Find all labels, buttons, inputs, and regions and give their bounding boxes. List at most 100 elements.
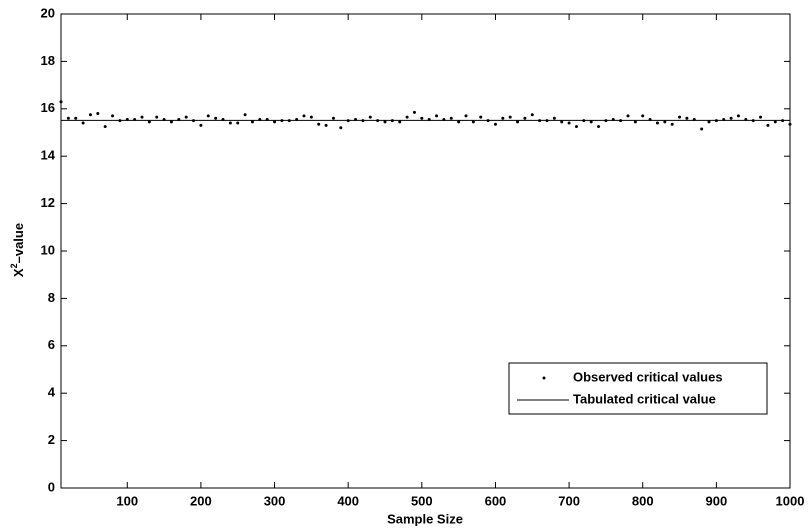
data-point (736, 114, 740, 118)
data-point (354, 117, 358, 121)
data-point (655, 121, 659, 125)
data-point (538, 119, 542, 123)
legend-box (508, 362, 768, 415)
data-point (751, 119, 755, 123)
y-axis-label: X2–value (9, 223, 26, 277)
data-point (604, 119, 608, 123)
legend-label: Observed critical values (573, 369, 723, 384)
data-point (243, 113, 247, 117)
data-point (552, 116, 556, 120)
data-point (486, 119, 490, 123)
data-point (501, 116, 505, 120)
y-tick-label: 16 (41, 100, 55, 115)
data-point (376, 119, 380, 123)
data-point (619, 119, 623, 123)
data-point (574, 125, 578, 129)
data-point (516, 120, 520, 124)
data-point (81, 121, 85, 125)
data-point (59, 100, 63, 104)
y-tick-label: 20 (41, 5, 55, 20)
data-point (118, 119, 122, 123)
y-label-rest: –value (11, 223, 26, 263)
data-point (479, 115, 483, 119)
data-point (162, 117, 166, 121)
data-point (678, 115, 682, 119)
data-point (641, 114, 645, 118)
data-point (236, 121, 240, 125)
data-point (457, 120, 461, 124)
legend-label: Tabulated critical value (573, 391, 716, 406)
data-point (530, 113, 534, 117)
y-tick-label: 6 (48, 337, 55, 352)
data-point (427, 117, 431, 121)
data-point (133, 117, 137, 121)
data-point (435, 114, 439, 118)
data-point (265, 117, 269, 121)
data-point (346, 119, 350, 123)
x-tick-label: 800 (632, 493, 654, 508)
x-tick-label: 700 (558, 493, 580, 508)
y-tick-label: 2 (48, 432, 55, 447)
data-point (331, 116, 335, 120)
data-point (390, 119, 394, 123)
data-point (398, 120, 402, 124)
x-axis-label: Sample Size (387, 511, 463, 526)
data-point (169, 120, 173, 124)
data-point (339, 126, 343, 130)
data-point (273, 120, 277, 124)
data-point (221, 117, 225, 121)
x-tick-label: 600 (485, 493, 507, 508)
data-point (280, 119, 284, 123)
data-point (700, 127, 704, 131)
x-tick-label: 500 (411, 493, 433, 508)
data-point (125, 117, 129, 121)
data-point (626, 114, 630, 118)
data-point (714, 119, 718, 123)
data-point (493, 122, 497, 126)
y-tick-label: 14 (41, 148, 56, 163)
y-tick-label: 18 (41, 53, 55, 68)
data-point (295, 117, 299, 121)
x-tick-label: 400 (337, 493, 359, 508)
data-point (567, 121, 571, 125)
data-point (250, 120, 254, 124)
data-point (464, 114, 468, 118)
y-tick-label: 10 (41, 242, 55, 257)
data-point (206, 114, 210, 118)
data-point (781, 119, 785, 123)
data-point (560, 120, 564, 124)
data-point (471, 120, 475, 124)
y-label-base: X (11, 268, 26, 277)
x-tick-label: 100 (116, 493, 138, 508)
data-point (582, 119, 586, 123)
data-point (302, 114, 306, 118)
data-point (722, 117, 726, 121)
data-point (361, 119, 365, 123)
data-point (368, 115, 372, 119)
data-point (88, 113, 92, 117)
data-point (648, 117, 652, 121)
data-point (412, 110, 416, 114)
y-tick-label: 12 (41, 195, 55, 210)
data-point (633, 120, 637, 124)
plot-area (60, 13, 791, 489)
data-point (287, 119, 291, 123)
data-point (766, 123, 770, 127)
data-point (597, 125, 601, 129)
y-tick-label: 4 (48, 385, 56, 400)
x-tick-label: 300 (264, 493, 286, 508)
data-point (147, 120, 151, 124)
data-point (589, 120, 593, 124)
data-point (177, 117, 181, 121)
data-point (103, 125, 107, 129)
data-point (309, 115, 313, 119)
data-point (96, 112, 100, 116)
data-point (759, 115, 763, 119)
data-point (663, 120, 667, 124)
data-point (692, 117, 696, 121)
x-tick-label: 200 (190, 493, 212, 508)
data-point (773, 120, 777, 124)
data-point (788, 122, 792, 126)
data-point (199, 123, 203, 127)
data-point (545, 119, 549, 123)
